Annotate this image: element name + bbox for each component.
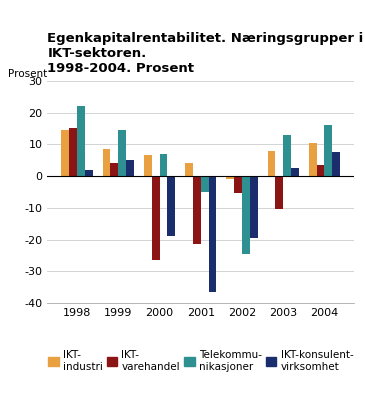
Bar	[324, 125, 332, 176]
Bar	[144, 156, 152, 176]
Bar	[77, 106, 85, 176]
Bar	[226, 176, 234, 179]
Bar	[61, 130, 69, 176]
Bar	[234, 176, 242, 194]
Bar	[208, 176, 216, 292]
Bar	[167, 176, 175, 236]
Bar	[268, 151, 275, 176]
Text: Egenkapitalrentabilitet. Næringsgrupper i IKT-sektoren.
1998-2004. Prosent: Egenkapitalrentabilitet. Næringsgrupper …	[47, 32, 364, 75]
Bar	[250, 176, 258, 238]
Bar	[332, 152, 340, 176]
Bar	[291, 168, 299, 176]
Bar	[185, 163, 193, 176]
Bar	[309, 143, 316, 176]
Bar	[201, 176, 208, 192]
Bar	[69, 128, 77, 176]
Bar	[85, 170, 93, 176]
Bar	[126, 160, 134, 176]
Bar	[103, 149, 111, 176]
Bar	[111, 163, 118, 176]
Bar	[316, 165, 324, 176]
Bar	[275, 176, 283, 209]
Bar	[152, 176, 160, 260]
Text: Prosent: Prosent	[8, 69, 47, 78]
Bar	[160, 154, 167, 176]
Bar	[283, 135, 291, 176]
Bar	[118, 130, 126, 176]
Legend: IKT-
industri, IKT-
varehandel, Telekommu-
nikasjoner, IKT-konsulent-
virksomhet: IKT- industri, IKT- varehandel, Telekomm…	[44, 346, 357, 376]
Bar	[193, 176, 201, 244]
Bar	[242, 176, 250, 254]
